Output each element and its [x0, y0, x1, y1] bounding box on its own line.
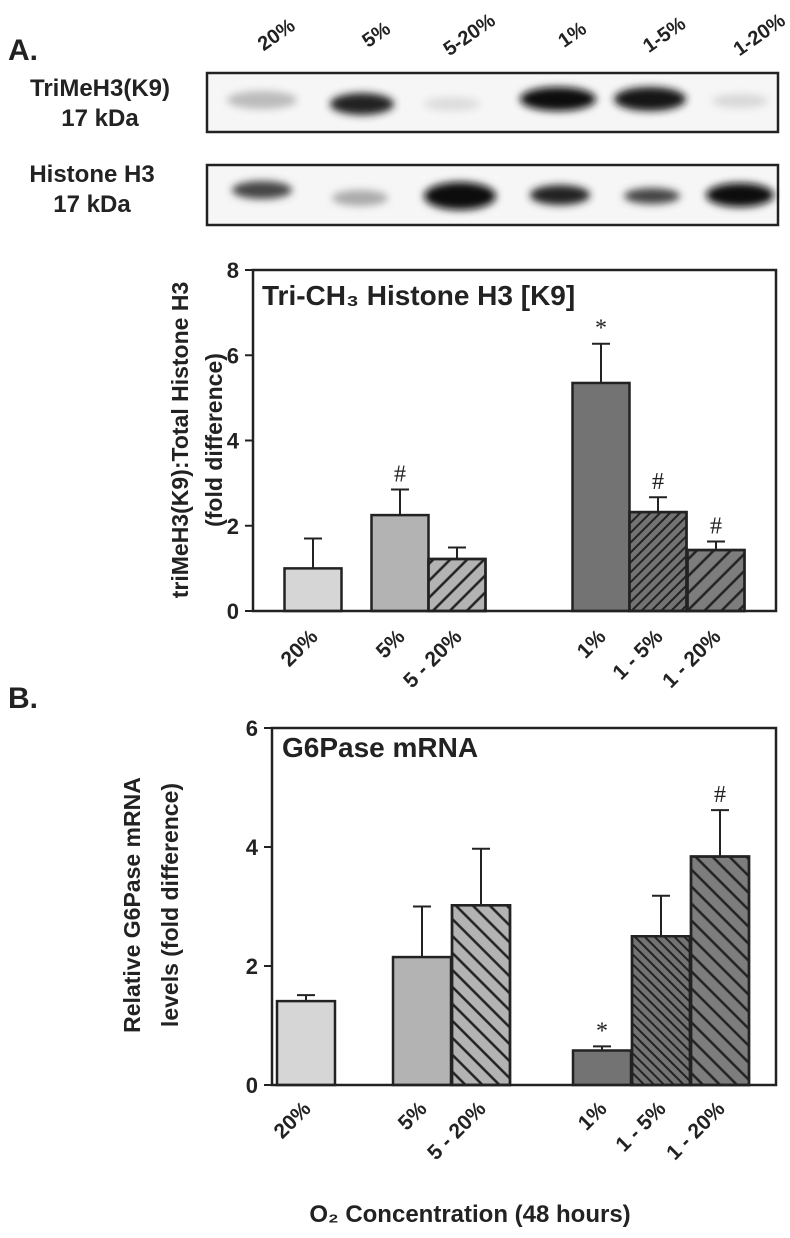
- y-tick-label: 0: [246, 1073, 258, 1098]
- lane-label: 5-20%: [440, 9, 500, 60]
- lane-label: 1%: [554, 18, 590, 53]
- y-axis-label: Relative G6Pase mRNA: [119, 777, 145, 1033]
- western-blot: [205, 71, 780, 227]
- significance-marker: #: [710, 514, 722, 540]
- lane-label: 5%: [358, 18, 394, 53]
- y-tick-label: 6: [227, 343, 239, 368]
- significance-marker: *: [595, 316, 607, 342]
- y-tick-label: 4: [227, 429, 240, 454]
- y-tick-label: 2: [227, 514, 239, 539]
- blot-row-label: TriMeH3(K9): [30, 75, 170, 102]
- x-tick-label: 5 - 20%: [399, 625, 467, 693]
- y-tick-label: 4: [246, 835, 259, 860]
- bar-hatch: [427, 557, 487, 613]
- significance-marker: #: [394, 462, 406, 488]
- lane-label: 1-20%: [730, 9, 790, 60]
- y-tick-label: 0: [227, 599, 239, 624]
- y-axis-label: levels (fold difference): [157, 783, 183, 1027]
- y-tick-label: 2: [246, 954, 258, 979]
- bar-hatch: [630, 935, 692, 1087]
- x-axis-label: O₂ Concentration (48 hours): [309, 1201, 630, 1228]
- bar-hatch: [628, 510, 688, 613]
- x-tick-label: 5%: [372, 625, 410, 663]
- panel-label: B.: [8, 682, 38, 715]
- bar-hatch: [689, 855, 751, 1087]
- x-tick-label: 1 - 20%: [658, 625, 726, 693]
- chart-title: G6Pase mRNA: [282, 732, 478, 763]
- y-tick-label: 8: [227, 258, 239, 283]
- bar-hatch: [686, 548, 746, 613]
- bar: [275, 999, 337, 1087]
- x-tick-label: 1 - 20%: [662, 1097, 730, 1165]
- bar: [283, 567, 343, 613]
- significance-marker: *: [596, 1018, 608, 1044]
- bar: [370, 513, 430, 613]
- plot-frame: [270, 726, 778, 1087]
- blot-row-label: Histone H3: [29, 161, 154, 188]
- x-tick-label: 1%: [573, 625, 611, 663]
- lane-label: 1-5%: [639, 13, 690, 58]
- y-tick-label: 6: [246, 716, 258, 741]
- blot-row-size: 17 kDa: [53, 191, 131, 218]
- y-axis-label: triMeH3(K9):Total Histone H3: [167, 282, 193, 599]
- x-tick-label: 5%: [394, 1097, 432, 1135]
- lane-label: 20%: [254, 14, 300, 55]
- bar-hatch: [450, 904, 512, 1087]
- x-tick-label: 20%: [277, 625, 323, 671]
- bar: [391, 955, 453, 1087]
- y-axis-label: (fold difference): [201, 353, 227, 527]
- blot-row-size: 17 kDa: [61, 105, 139, 132]
- significance-marker: #: [652, 469, 664, 495]
- panel-label: A.: [8, 34, 38, 67]
- significance-marker: #: [714, 782, 726, 808]
- x-tick-label: 20%: [270, 1097, 316, 1143]
- bar: [571, 1049, 633, 1087]
- chart-title: Tri-CH₃ Histone H3 [K9]: [262, 280, 575, 311]
- x-tick-label: 1%: [574, 1097, 612, 1135]
- bar: [571, 381, 631, 613]
- x-tick-label: 5 - 20%: [423, 1097, 491, 1165]
